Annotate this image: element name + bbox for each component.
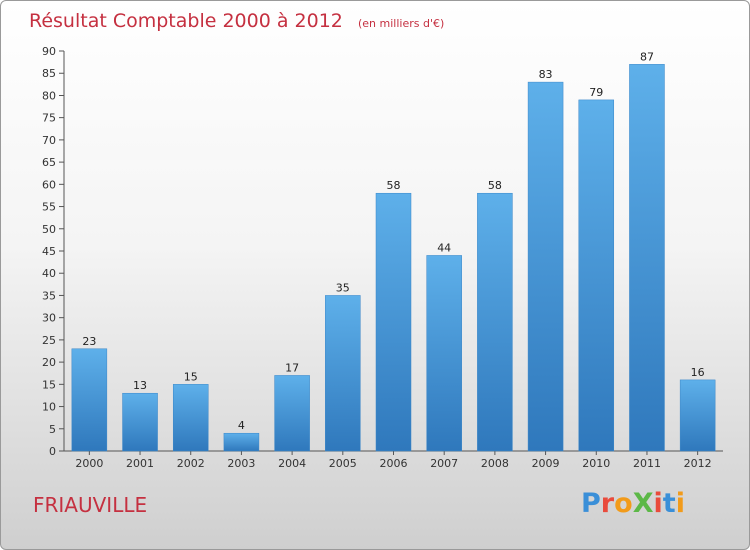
bar bbox=[71, 348, 108, 452]
logo-letter: i bbox=[653, 488, 663, 519]
bar bbox=[477, 192, 513, 452]
x-tick-label: 2006 bbox=[380, 457, 408, 470]
bar bbox=[172, 384, 209, 452]
logo-letter: t bbox=[662, 488, 676, 519]
y-tick-label: 80 bbox=[42, 89, 56, 102]
bar-value-label: 44 bbox=[437, 241, 451, 254]
x-tick-label: 2003 bbox=[227, 457, 255, 470]
x-tick-label: 2009 bbox=[532, 457, 560, 470]
y-tick-label: 20 bbox=[42, 356, 56, 369]
y-tick-label: 50 bbox=[42, 223, 56, 236]
bar-value-label: 13 bbox=[133, 379, 147, 392]
bar-value-label: 35 bbox=[336, 281, 350, 294]
bar-value-label: 83 bbox=[539, 68, 553, 81]
x-tick-label: 2005 bbox=[329, 457, 357, 470]
x-tick-label: 2007 bbox=[430, 457, 458, 470]
y-tick-label: 5 bbox=[49, 423, 56, 436]
x-tick-label: 2000 bbox=[75, 457, 103, 470]
y-tick-label: 25 bbox=[42, 334, 56, 347]
bar bbox=[578, 99, 615, 452]
bar bbox=[426, 255, 462, 452]
bars: 23 13 15 4 17 35 58 44 58 83 79 87 16 bbox=[71, 50, 716, 452]
y-tick-label: 35 bbox=[42, 289, 56, 302]
bar bbox=[375, 192, 412, 452]
y-tick-label: 45 bbox=[42, 245, 56, 258]
bar bbox=[122, 392, 158, 452]
bar-value-label: 4 bbox=[238, 419, 245, 432]
chart-title: Résultat Comptable 2000 à 2012 (en milli… bbox=[29, 10, 444, 32]
bar bbox=[679, 379, 716, 452]
x-tick-label: 2002 bbox=[177, 457, 205, 470]
chart-subtitle: (en milliers d'€) bbox=[358, 17, 444, 30]
x-tick-label: 2004 bbox=[278, 457, 306, 470]
x-tick-label: 2008 bbox=[481, 457, 509, 470]
y-tick-label: 65 bbox=[42, 156, 56, 169]
bar bbox=[223, 432, 260, 452]
bar bbox=[527, 81, 564, 452]
logo-letter: P bbox=[581, 488, 601, 519]
bar bbox=[325, 295, 361, 452]
y-tick-label: 40 bbox=[42, 267, 56, 280]
x-tick-label: 2012 bbox=[684, 457, 712, 470]
y-tick-label: 75 bbox=[42, 112, 56, 125]
y-tick-label: 10 bbox=[42, 401, 56, 414]
x-tick-label: 2001 bbox=[126, 457, 154, 470]
bar-value-label: 79 bbox=[589, 86, 603, 99]
bar-value-label: 17 bbox=[285, 361, 299, 374]
bar-value-label: 16 bbox=[691, 366, 705, 379]
bar-value-label: 15 bbox=[184, 370, 198, 383]
y-tick-label: 90 bbox=[42, 45, 56, 58]
chart-title-main: Résultat Comptable 2000 à 2012 bbox=[29, 10, 343, 32]
axes: 0 5 10 15 20 25 30 35 40 45 50 55 60 65 70 75 80 85 90 2000… bbox=[42, 45, 723, 470]
bar-value-label: 23 bbox=[82, 335, 96, 348]
x-tick-label: 2011 bbox=[633, 457, 661, 470]
bar-value-label: 58 bbox=[488, 179, 502, 192]
y-tick-label: 85 bbox=[42, 67, 56, 80]
y-tick-label: 70 bbox=[42, 134, 56, 147]
y-tick-label: 30 bbox=[42, 312, 56, 325]
bar-value-label: 87 bbox=[640, 50, 654, 63]
x-tick-label: 2010 bbox=[582, 457, 610, 470]
bar-value-label: 58 bbox=[387, 179, 401, 192]
y-tick-label: 55 bbox=[42, 201, 56, 214]
logo-letter: i bbox=[675, 488, 685, 519]
logo-letter: r bbox=[600, 488, 615, 519]
y-tick-label: 60 bbox=[42, 178, 56, 191]
logo-letter: X bbox=[632, 488, 654, 519]
bar bbox=[274, 375, 310, 452]
proxiti-logo: ProXiti bbox=[581, 488, 685, 519]
bar bbox=[629, 64, 665, 452]
logo-letter: o bbox=[614, 488, 633, 519]
y-tick-label: 0 bbox=[49, 445, 56, 458]
commune-name: FRIAUVILLE bbox=[33, 493, 148, 517]
y-tick-label: 15 bbox=[42, 378, 56, 391]
